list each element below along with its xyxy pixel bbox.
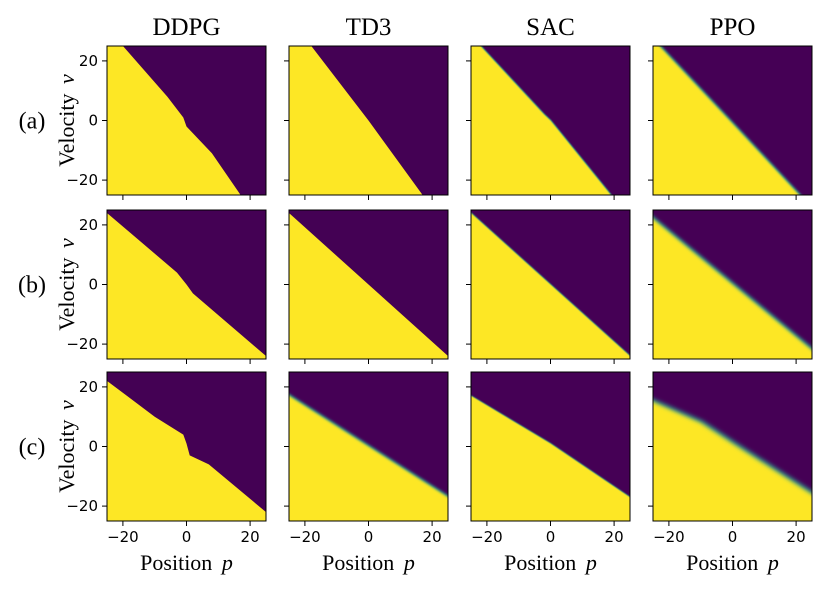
y-tick-label: 0 — [88, 276, 98, 294]
x-tick-label: 0 — [546, 528, 556, 546]
region-purple — [653, 372, 812, 491]
region-purple — [311, 46, 448, 195]
x-axis-title: Position p — [686, 550, 779, 575]
y-axis-title: Velocity v — [54, 74, 79, 167]
row-label-c: (c) — [19, 435, 46, 461]
x-tick-label: 0 — [728, 528, 738, 546]
region-purple — [289, 210, 448, 356]
region-purple — [471, 372, 630, 497]
x-axis-title: Position p — [322, 550, 415, 575]
y-tick-label: −20 — [66, 497, 98, 515]
x-tick-label: 20 — [605, 528, 624, 546]
heatmap-panel-b-ddpg — [107, 210, 266, 359]
row-label-a: (a) — [19, 109, 46, 135]
heatmap-panel-b-td3 — [289, 210, 448, 359]
column-title-ppo: PPO — [710, 14, 756, 41]
region-purple — [107, 210, 266, 356]
x-tick-label: 0 — [182, 528, 192, 546]
x-axis-title: Position p — [140, 550, 233, 575]
column-title-sac: SAC — [526, 14, 575, 41]
x-tick-label: −20 — [471, 528, 503, 546]
heatmap-panel-c-td3 — [289, 372, 448, 521]
x-tick-label: −20 — [289, 528, 321, 546]
y-tick-label: −20 — [66, 171, 98, 189]
x-tick-label: 20 — [241, 528, 260, 546]
y-tick-label: 0 — [88, 112, 98, 130]
y-axis-title: Velocity v — [54, 400, 79, 493]
region-purple — [661, 46, 812, 195]
y-tick-label: 0 — [88, 438, 98, 456]
row-label-b: (b) — [18, 273, 46, 299]
heatmap-panel-a-ppo — [653, 46, 812, 195]
x-tick-label: −20 — [107, 528, 139, 546]
y-tick-label: 20 — [79, 52, 98, 70]
column-title-td3: TD3 — [346, 14, 392, 41]
x-tick-label: 0 — [364, 528, 374, 546]
heatmap-panel-a-td3 — [289, 46, 448, 195]
region-purple — [653, 210, 812, 348]
heatmap-panel-a-sac — [471, 46, 630, 195]
heatmap-panel-c-ddpg — [107, 372, 266, 521]
y-axis-title: Velocity v — [54, 238, 79, 331]
heatmap-panel-b-sac — [471, 210, 630, 359]
y-tick-label: −20 — [66, 335, 98, 353]
x-tick-label: 20 — [787, 528, 806, 546]
region-purple — [471, 210, 630, 356]
y-tick-label: 20 — [79, 378, 98, 396]
region-purple — [122, 46, 266, 195]
region-purple — [481, 46, 630, 195]
heatmap-panel-a-ddpg — [107, 46, 266, 195]
y-tick-label: 20 — [79, 216, 98, 234]
region-purple — [107, 372, 266, 513]
region-purple — [289, 372, 448, 496]
x-axis-title: Position p — [504, 550, 597, 575]
heatmap-panel-c-sac — [471, 372, 630, 521]
heatmap-panel-b-ppo — [653, 210, 812, 359]
heatmap-panel-c-ppo — [653, 372, 812, 521]
x-tick-label: −20 — [653, 528, 685, 546]
x-tick-label: 20 — [423, 528, 442, 546]
column-title-ddpg: DDPG — [152, 14, 220, 41]
